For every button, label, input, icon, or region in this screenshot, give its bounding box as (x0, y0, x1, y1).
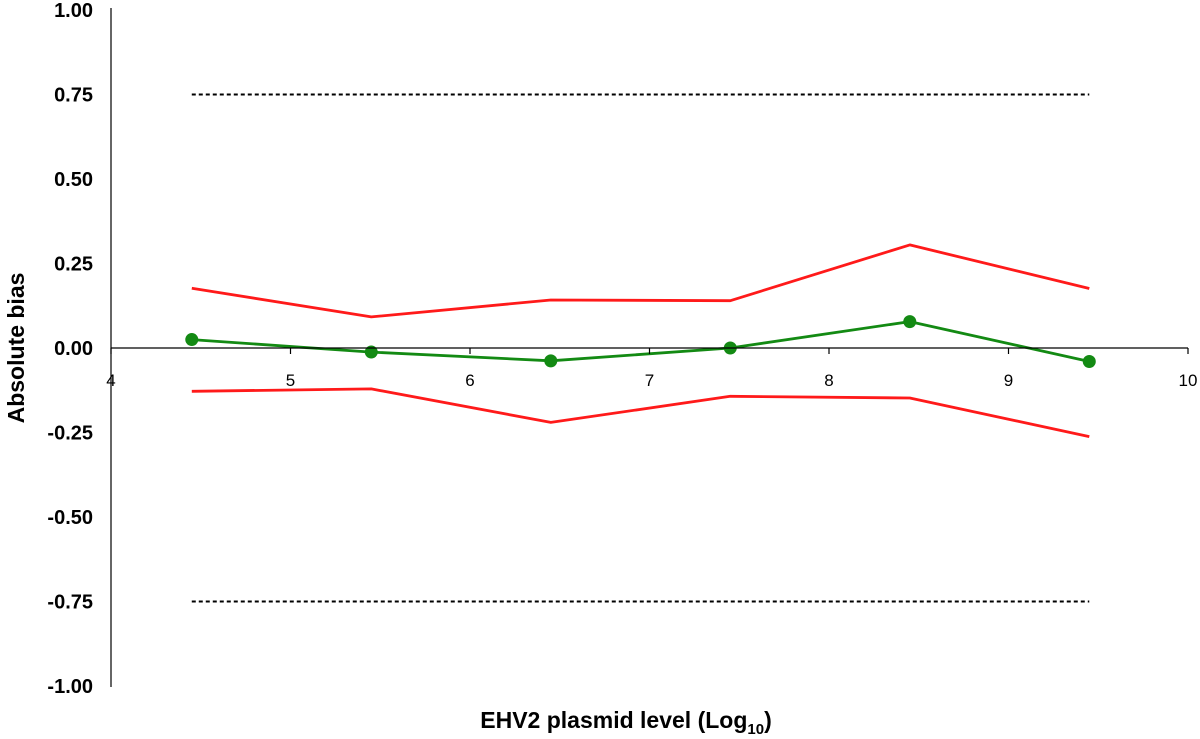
y-tick-label: -0.75 (47, 592, 93, 614)
y-tick-label: -1.00 (47, 676, 93, 698)
x-tick-label: 10 (1179, 371, 1198, 390)
y-axis: 1.00 0.75 0.50 0.25 0.00 -0.25 -0.50 -0.75 -1.00 (47, 0, 112, 698)
x-tick-label: 9 (1004, 371, 1013, 390)
y-tick-label: -0.25 (47, 423, 93, 445)
data-point (1082, 355, 1096, 369)
data-point (903, 315, 917, 329)
data-point (364, 345, 378, 359)
x-tick-label: 5 (286, 371, 295, 390)
data-point (185, 333, 199, 347)
y-tick-label: 0.50 (54, 169, 93, 191)
y-tick-label: -0.50 (47, 507, 93, 529)
x-tick-label: 8 (824, 371, 833, 390)
data-point (544, 354, 558, 368)
x-tick-label: 6 (465, 371, 474, 390)
x-tick-label: 4 (106, 371, 115, 390)
series-line (191, 243, 1090, 319)
plot-area (185, 93, 1096, 603)
x-tick-label: 7 (645, 371, 654, 390)
y-tick-label: 1.00 (54, 0, 93, 22)
y-tick-label: 0.00 (54, 338, 93, 360)
series-line (191, 320, 1090, 363)
y-tick-label: 0.25 (54, 254, 93, 276)
y-axis-title: Absolute bias (3, 273, 29, 424)
x-axis: 4 5 6 7 8 9 10 (106, 347, 1198, 390)
y-tick-label: 0.75 (54, 85, 93, 107)
x-axis-title: EHV2 plasmid level (Log10) (480, 707, 772, 738)
series-line (191, 387, 1090, 438)
